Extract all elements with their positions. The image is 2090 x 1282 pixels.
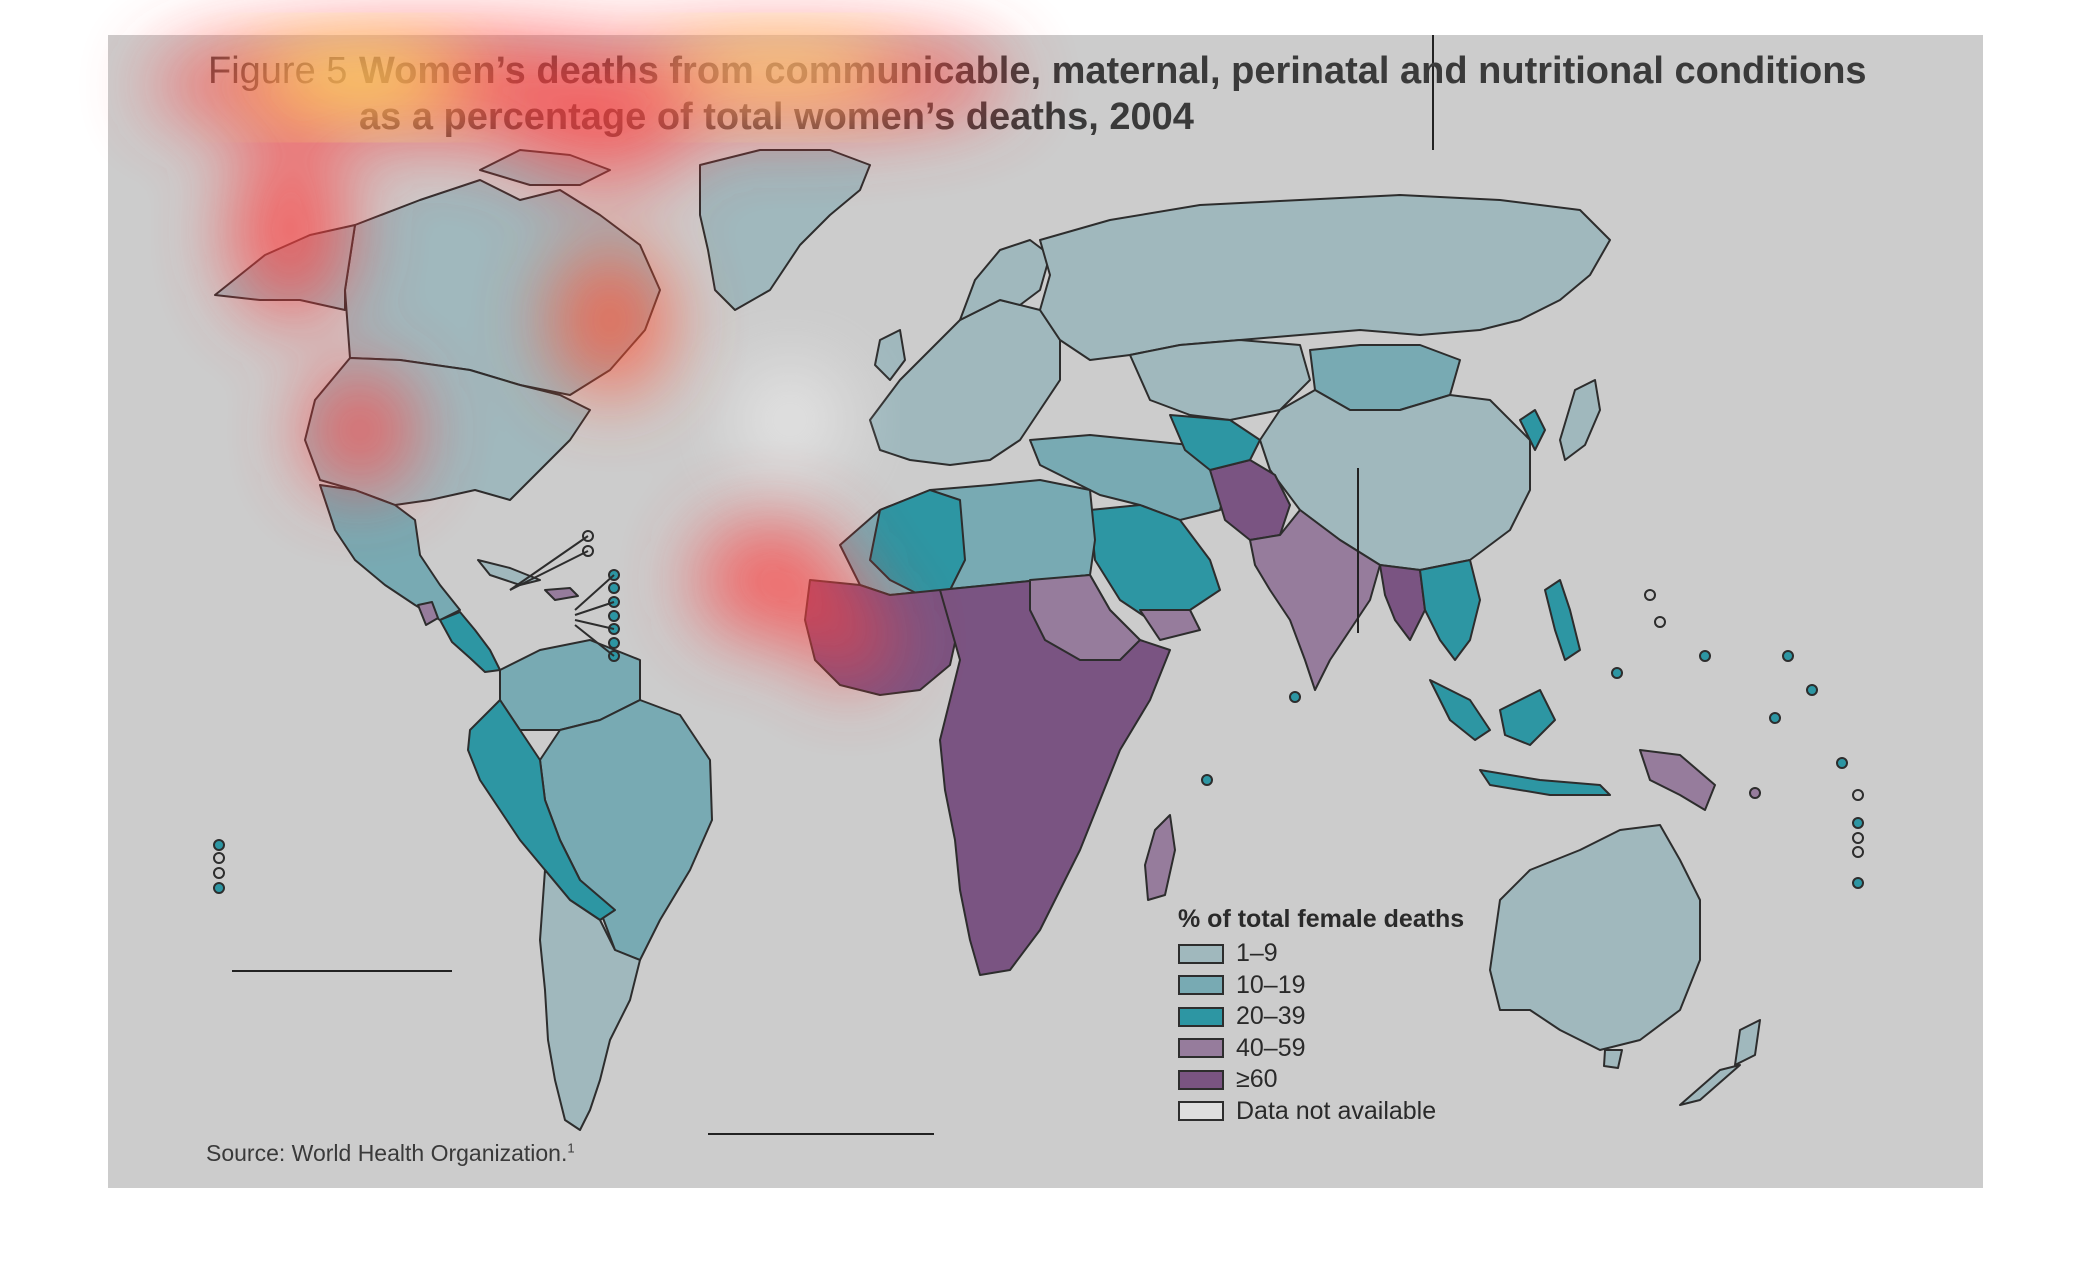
legend-label: 40–59 bbox=[1236, 1033, 1306, 1062]
island-pacific-6 bbox=[1806, 684, 1818, 696]
caribbean-callout bbox=[509, 530, 620, 662]
region-alaska bbox=[214, 224, 356, 311]
region-west-africa bbox=[804, 579, 961, 696]
region-china bbox=[1259, 389, 1531, 571]
region-sudan-ethiopia bbox=[1029, 574, 1141, 661]
region-australia bbox=[1489, 824, 1701, 1051]
right-islands bbox=[1852, 789, 1864, 889]
legend-item: 20–39 bbox=[1178, 1001, 1464, 1033]
region-central-america bbox=[439, 611, 501, 673]
legend-swatch bbox=[1178, 1069, 1224, 1090]
title-line-1: Women’s deaths from communicable, matern… bbox=[359, 50, 1867, 92]
legend-swatch bbox=[1178, 1038, 1224, 1059]
region-haiti bbox=[544, 587, 579, 601]
island-pacific-7 bbox=[1769, 712, 1781, 724]
region-japan bbox=[1559, 379, 1601, 461]
legend-label: ≥60 bbox=[1236, 1065, 1278, 1094]
island-pacific-1 bbox=[1644, 589, 1656, 601]
region-europe bbox=[869, 299, 1061, 466]
region-myanmar bbox=[1379, 564, 1426, 641]
legend-item: 10–19 bbox=[1178, 970, 1464, 1002]
figure-label: Figure 5 bbox=[208, 50, 348, 92]
map-legend: % of total female deaths 1–9 10–19 20–39… bbox=[1178, 905, 1464, 1127]
legend-swatch bbox=[1178, 1101, 1224, 1122]
island-pacific-3 bbox=[1611, 667, 1623, 679]
legend-item: 1–9 bbox=[1178, 938, 1464, 970]
island-pacific-9 bbox=[1749, 787, 1761, 799]
region-arabian-peninsula bbox=[1089, 504, 1221, 621]
region-russia bbox=[1039, 194, 1611, 361]
legend-title: % of total female deaths bbox=[1178, 905, 1465, 933]
region-papua-new-guinea bbox=[1639, 749, 1716, 811]
island-pacific-4 bbox=[1699, 650, 1711, 662]
region-philippines bbox=[1544, 579, 1581, 661]
legend-item: 40–59 bbox=[1178, 1033, 1464, 1065]
divider-line bbox=[232, 970, 452, 972]
region-mexico bbox=[319, 484, 461, 621]
legend-label: 20–39 bbox=[1236, 1002, 1306, 1031]
divider-line bbox=[708, 1133, 934, 1135]
region-peru-bolivia bbox=[467, 699, 616, 921]
region-afghanistan-pakistan bbox=[1209, 459, 1291, 541]
region-yemen bbox=[1139, 609, 1201, 641]
region-greenland bbox=[699, 149, 871, 311]
island-indian-ocean-1 bbox=[1289, 691, 1301, 703]
source-note: Source: World Health Organization.1 bbox=[206, 1140, 575, 1167]
region-madagascar bbox=[1144, 814, 1176, 901]
legend-label: 1–9 bbox=[1236, 939, 1278, 968]
divider-line bbox=[1357, 468, 1359, 633]
region-tasmania bbox=[1603, 1049, 1623, 1069]
island-pacific-5 bbox=[1782, 650, 1794, 662]
region-cuba bbox=[477, 559, 541, 586]
region-turkey-iran bbox=[1029, 434, 1231, 521]
legend-label: 10–19 bbox=[1236, 970, 1306, 999]
legend-swatch bbox=[1178, 943, 1224, 964]
legend-label: Data not available bbox=[1236, 1096, 1437, 1125]
title-line-2: as a percentage of total women’s deaths,… bbox=[359, 96, 1194, 138]
source-footnote-marker: 1 bbox=[567, 1140, 575, 1156]
region-kazakhstan bbox=[1129, 339, 1311, 421]
island-pacific-2 bbox=[1654, 616, 1666, 628]
legend-swatch bbox=[1178, 975, 1224, 996]
region-indochina bbox=[1419, 559, 1481, 661]
legend-item: Data not available bbox=[1178, 1096, 1464, 1128]
region-korea bbox=[1519, 409, 1546, 451]
island-indian-ocean-2 bbox=[1201, 774, 1213, 786]
region-uk bbox=[874, 329, 906, 381]
region-guatemala bbox=[417, 601, 439, 626]
region-argentina-chile bbox=[539, 869, 641, 1131]
legend-swatch bbox=[1178, 1006, 1224, 1027]
region-india bbox=[1249, 509, 1381, 691]
region-arctic-islands bbox=[479, 149, 611, 186]
island-pacific-8 bbox=[1836, 757, 1848, 769]
region-indonesia bbox=[1429, 679, 1611, 796]
figure-title: Figure 5 Women’s deaths from communicable… bbox=[208, 48, 1867, 140]
region-new-zealand bbox=[1679, 1019, 1761, 1106]
left-islands bbox=[213, 839, 225, 894]
legend-item: ≥60 bbox=[1178, 1064, 1464, 1096]
source-text: Source: World Health Organization. bbox=[206, 1140, 568, 1166]
divider-line bbox=[1432, 35, 1434, 150]
region-central-asia bbox=[1169, 414, 1261, 471]
